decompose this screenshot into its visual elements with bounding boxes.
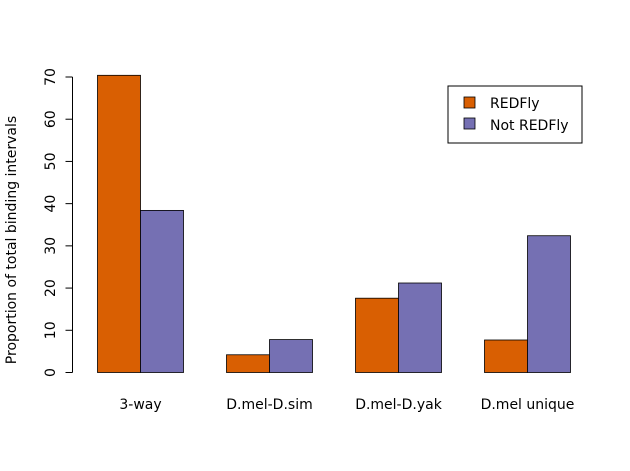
bar-redfly-2 — [355, 297, 399, 373]
legend-swatch-redfly — [463, 96, 476, 109]
x-tick-label: D.mel unique — [481, 397, 575, 413]
y-tick-label: 30 — [43, 237, 59, 255]
y-tick-label: 10 — [43, 321, 59, 339]
legend-swatch-not-redfly — [463, 117, 476, 130]
y-tick-label: 40 — [43, 195, 59, 213]
bars-group — [97, 74, 571, 373]
bar-redfly-3 — [484, 339, 528, 373]
y-tick-label: 70 — [43, 68, 59, 86]
x-tick-label: D.mel-D.sim — [226, 397, 312, 413]
y-tick-label: 0 — [43, 368, 59, 377]
bar-redfly-0 — [97, 74, 141, 373]
x-axis-labels: 3-way D.mel-D.sim D.mel-D.yak D.mel unique — [119, 397, 574, 413]
legend-label-redfly: REDFly — [490, 96, 540, 112]
bar-not-redfly-3 — [527, 235, 571, 373]
bar-not-redfly-1 — [269, 339, 313, 373]
y-tick-label: 60 — [43, 110, 59, 128]
legend-label-not-redfly: Not REDFly — [490, 118, 569, 134]
x-tick-label: 3-way — [119, 397, 161, 413]
bar-not-redfly-0 — [140, 209, 184, 373]
y-axis: 0 10 20 30 40 50 60 70 — [43, 68, 73, 377]
legend-box — [447, 85, 583, 144]
x-tick-label: D.mel-D.yak — [355, 397, 443, 413]
legend: REDFly Not REDFly — [447, 85, 583, 144]
y-tick-label: 50 — [43, 153, 59, 171]
bar-not-redfly-2 — [398, 282, 442, 373]
y-axis-title: Proportion of total binding intervals — [4, 116, 20, 364]
y-tick-label: 20 — [43, 279, 59, 297]
bar-redfly-1 — [226, 354, 270, 373]
